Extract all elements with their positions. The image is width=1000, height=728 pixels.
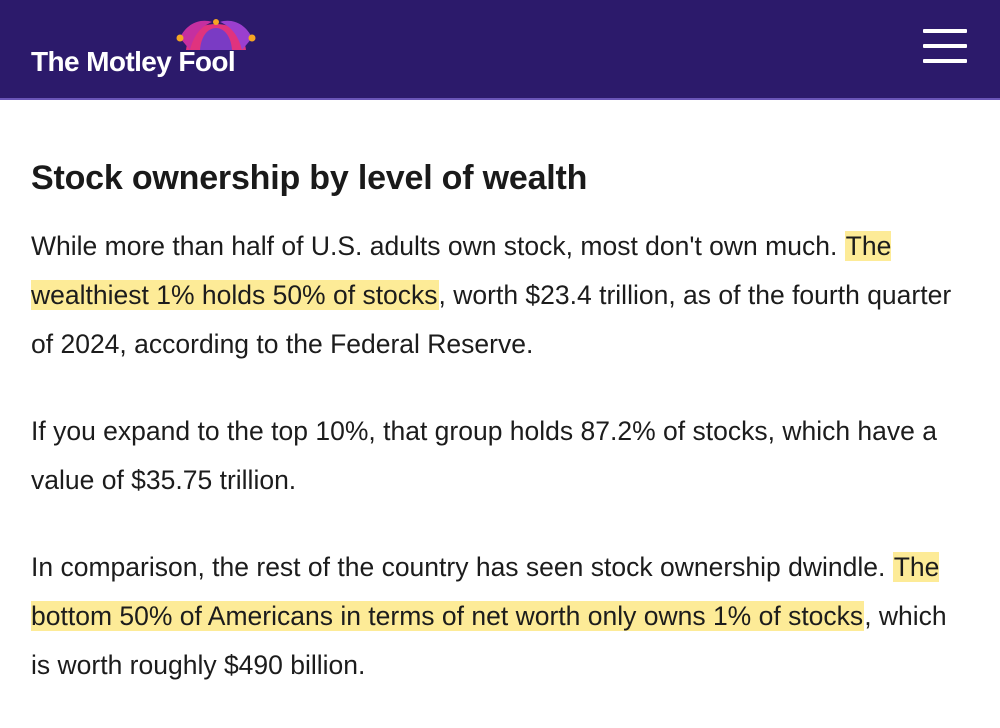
motley-fool-logo[interactable]: The Motley Fool [31,16,291,86]
paragraph-1-text: While more than half of U.S. adults own … [31,231,845,261]
hamburger-menu-icon[interactable] [923,29,967,63]
paragraph-2: If you expand to the top 10%, that group… [31,416,937,495]
paragraph-3: In comparison, the rest of the country h… [31,543,971,690]
paragraph-1-text-end: , worth $23.4 trillion, as of the fourth… [31,280,952,359]
paragraph-3-text: In comparison, the rest of the country h… [31,552,893,582]
menu-line [923,59,967,63]
menu-line [923,44,967,48]
site-header: The Motley Fool [0,0,1000,100]
brand-name: The Motley Fool [31,46,236,77]
section-heading: Stock ownership by level of wealth [31,159,588,197]
menu-line [923,29,967,33]
paragraph-1: While more than half of U.S. adults own … [31,222,971,369]
paragraph-3-text-end: , which is worth roughly $490 billion. [31,601,947,680]
jester-cap-icon [176,19,256,50]
article-body: Stock ownership by level of wealth While… [31,156,971,728]
